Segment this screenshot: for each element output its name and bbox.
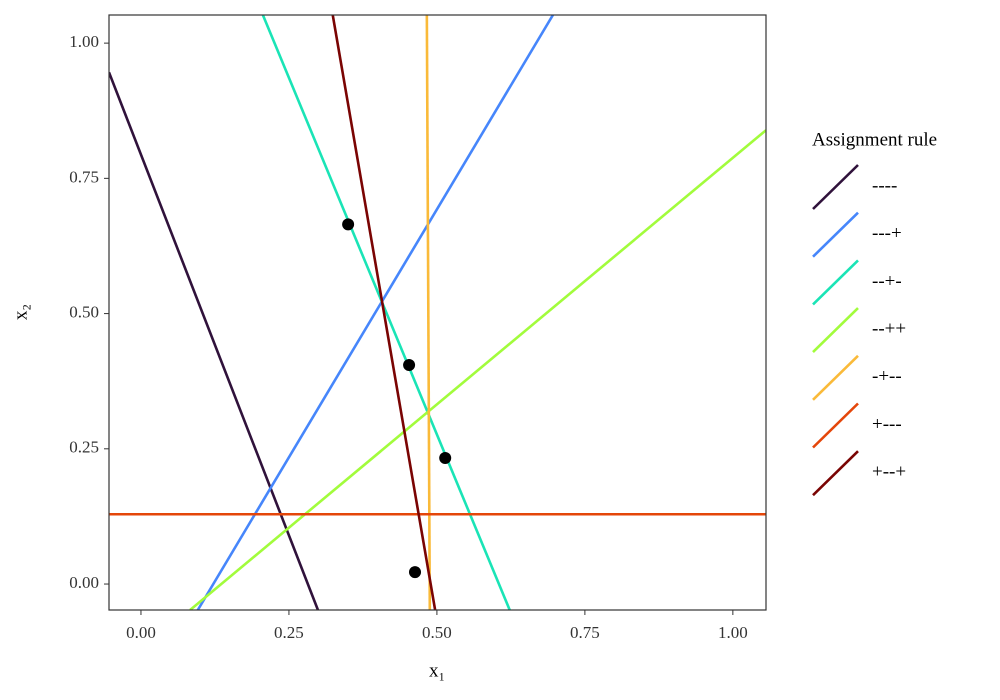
y-tick-label: 1.00 xyxy=(69,32,99,51)
panel-border xyxy=(108,14,767,611)
legend-label: ---+ xyxy=(872,223,902,244)
point xyxy=(409,566,422,579)
rule-line xyxy=(425,15,432,610)
x-tick-label: 0.25 xyxy=(274,623,304,642)
point xyxy=(403,358,416,371)
rule-line xyxy=(109,71,320,610)
rule-line xyxy=(331,15,437,610)
point xyxy=(342,218,355,231)
rule-line xyxy=(196,15,555,610)
y-tick-label: 0.25 xyxy=(69,438,99,457)
y-tick-label: 0.75 xyxy=(69,167,99,186)
legend-key xyxy=(812,259,859,306)
legend-key xyxy=(812,402,859,449)
legend-key xyxy=(812,450,859,497)
x-tick-label: 1.00 xyxy=(718,623,748,642)
legend-key xyxy=(812,354,859,401)
legend-key xyxy=(812,307,859,354)
legend-label: --++ xyxy=(872,318,906,339)
legend-label: +--- xyxy=(872,414,902,435)
rule-line xyxy=(189,129,766,610)
x-tick-label: 0.00 xyxy=(126,623,156,642)
x-axis-label: x₁ xyxy=(429,660,445,681)
legend-key xyxy=(812,164,859,210)
legend-label: +--+ xyxy=(872,462,906,483)
legend-title: Assignment rule xyxy=(812,129,937,150)
x-tick-label: 0.50 xyxy=(422,623,452,642)
rule-line xyxy=(261,15,511,610)
y-tick-label: 0.50 xyxy=(69,302,99,321)
legend-label: ---- xyxy=(872,175,897,196)
y-tick-label: 0.00 xyxy=(69,573,99,592)
legend-label: -+-- xyxy=(872,366,902,387)
legend-label: --+- xyxy=(872,271,902,292)
plot-area xyxy=(109,15,766,610)
x-tick-label: 0.75 xyxy=(570,623,600,642)
y-axis-label: x₂ xyxy=(10,304,31,320)
point xyxy=(439,452,452,465)
legend-key xyxy=(812,211,859,258)
